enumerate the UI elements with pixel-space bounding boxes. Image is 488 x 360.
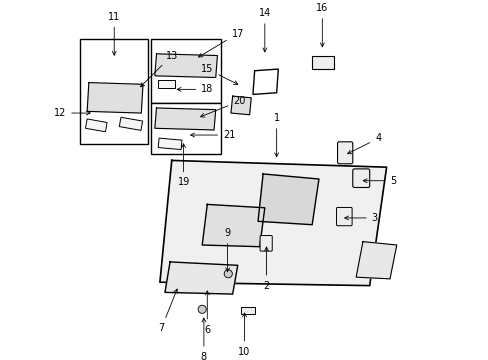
Polygon shape xyxy=(355,242,396,279)
Bar xyxy=(158,138,182,149)
Text: 3: 3 xyxy=(344,213,377,223)
Text: 15: 15 xyxy=(201,64,237,84)
FancyBboxPatch shape xyxy=(80,39,148,144)
Text: 7: 7 xyxy=(158,289,177,333)
Text: 16: 16 xyxy=(316,3,328,47)
Text: 19: 19 xyxy=(177,144,189,188)
Text: 1: 1 xyxy=(273,113,279,157)
FancyBboxPatch shape xyxy=(352,169,369,188)
Text: 9: 9 xyxy=(224,228,230,272)
Text: 13: 13 xyxy=(140,50,178,87)
Circle shape xyxy=(224,270,232,278)
Bar xyxy=(311,55,333,69)
Polygon shape xyxy=(155,54,217,77)
Polygon shape xyxy=(160,161,386,285)
Polygon shape xyxy=(155,108,215,130)
FancyBboxPatch shape xyxy=(260,235,272,251)
FancyBboxPatch shape xyxy=(151,39,221,103)
Text: 14: 14 xyxy=(258,8,270,52)
Polygon shape xyxy=(258,174,318,225)
FancyBboxPatch shape xyxy=(336,207,351,226)
Polygon shape xyxy=(230,96,251,115)
FancyBboxPatch shape xyxy=(337,142,352,164)
Text: 20: 20 xyxy=(200,96,245,117)
Text: 18: 18 xyxy=(177,84,213,94)
Bar xyxy=(241,307,254,314)
Text: 21: 21 xyxy=(190,130,235,140)
Polygon shape xyxy=(202,204,264,247)
Bar xyxy=(119,117,142,130)
Text: 4: 4 xyxy=(347,134,381,154)
Circle shape xyxy=(198,305,206,313)
Text: 11: 11 xyxy=(108,12,120,55)
Text: 5: 5 xyxy=(363,176,396,186)
FancyBboxPatch shape xyxy=(151,103,221,154)
Bar xyxy=(85,119,107,132)
Polygon shape xyxy=(87,82,142,113)
Text: 10: 10 xyxy=(238,313,250,357)
Polygon shape xyxy=(164,262,237,294)
Text: 6: 6 xyxy=(204,291,210,334)
Text: 8: 8 xyxy=(201,318,206,360)
Text: 17: 17 xyxy=(198,28,244,57)
Text: 2: 2 xyxy=(263,247,269,291)
Text: 12: 12 xyxy=(54,108,90,118)
Bar xyxy=(158,80,175,88)
